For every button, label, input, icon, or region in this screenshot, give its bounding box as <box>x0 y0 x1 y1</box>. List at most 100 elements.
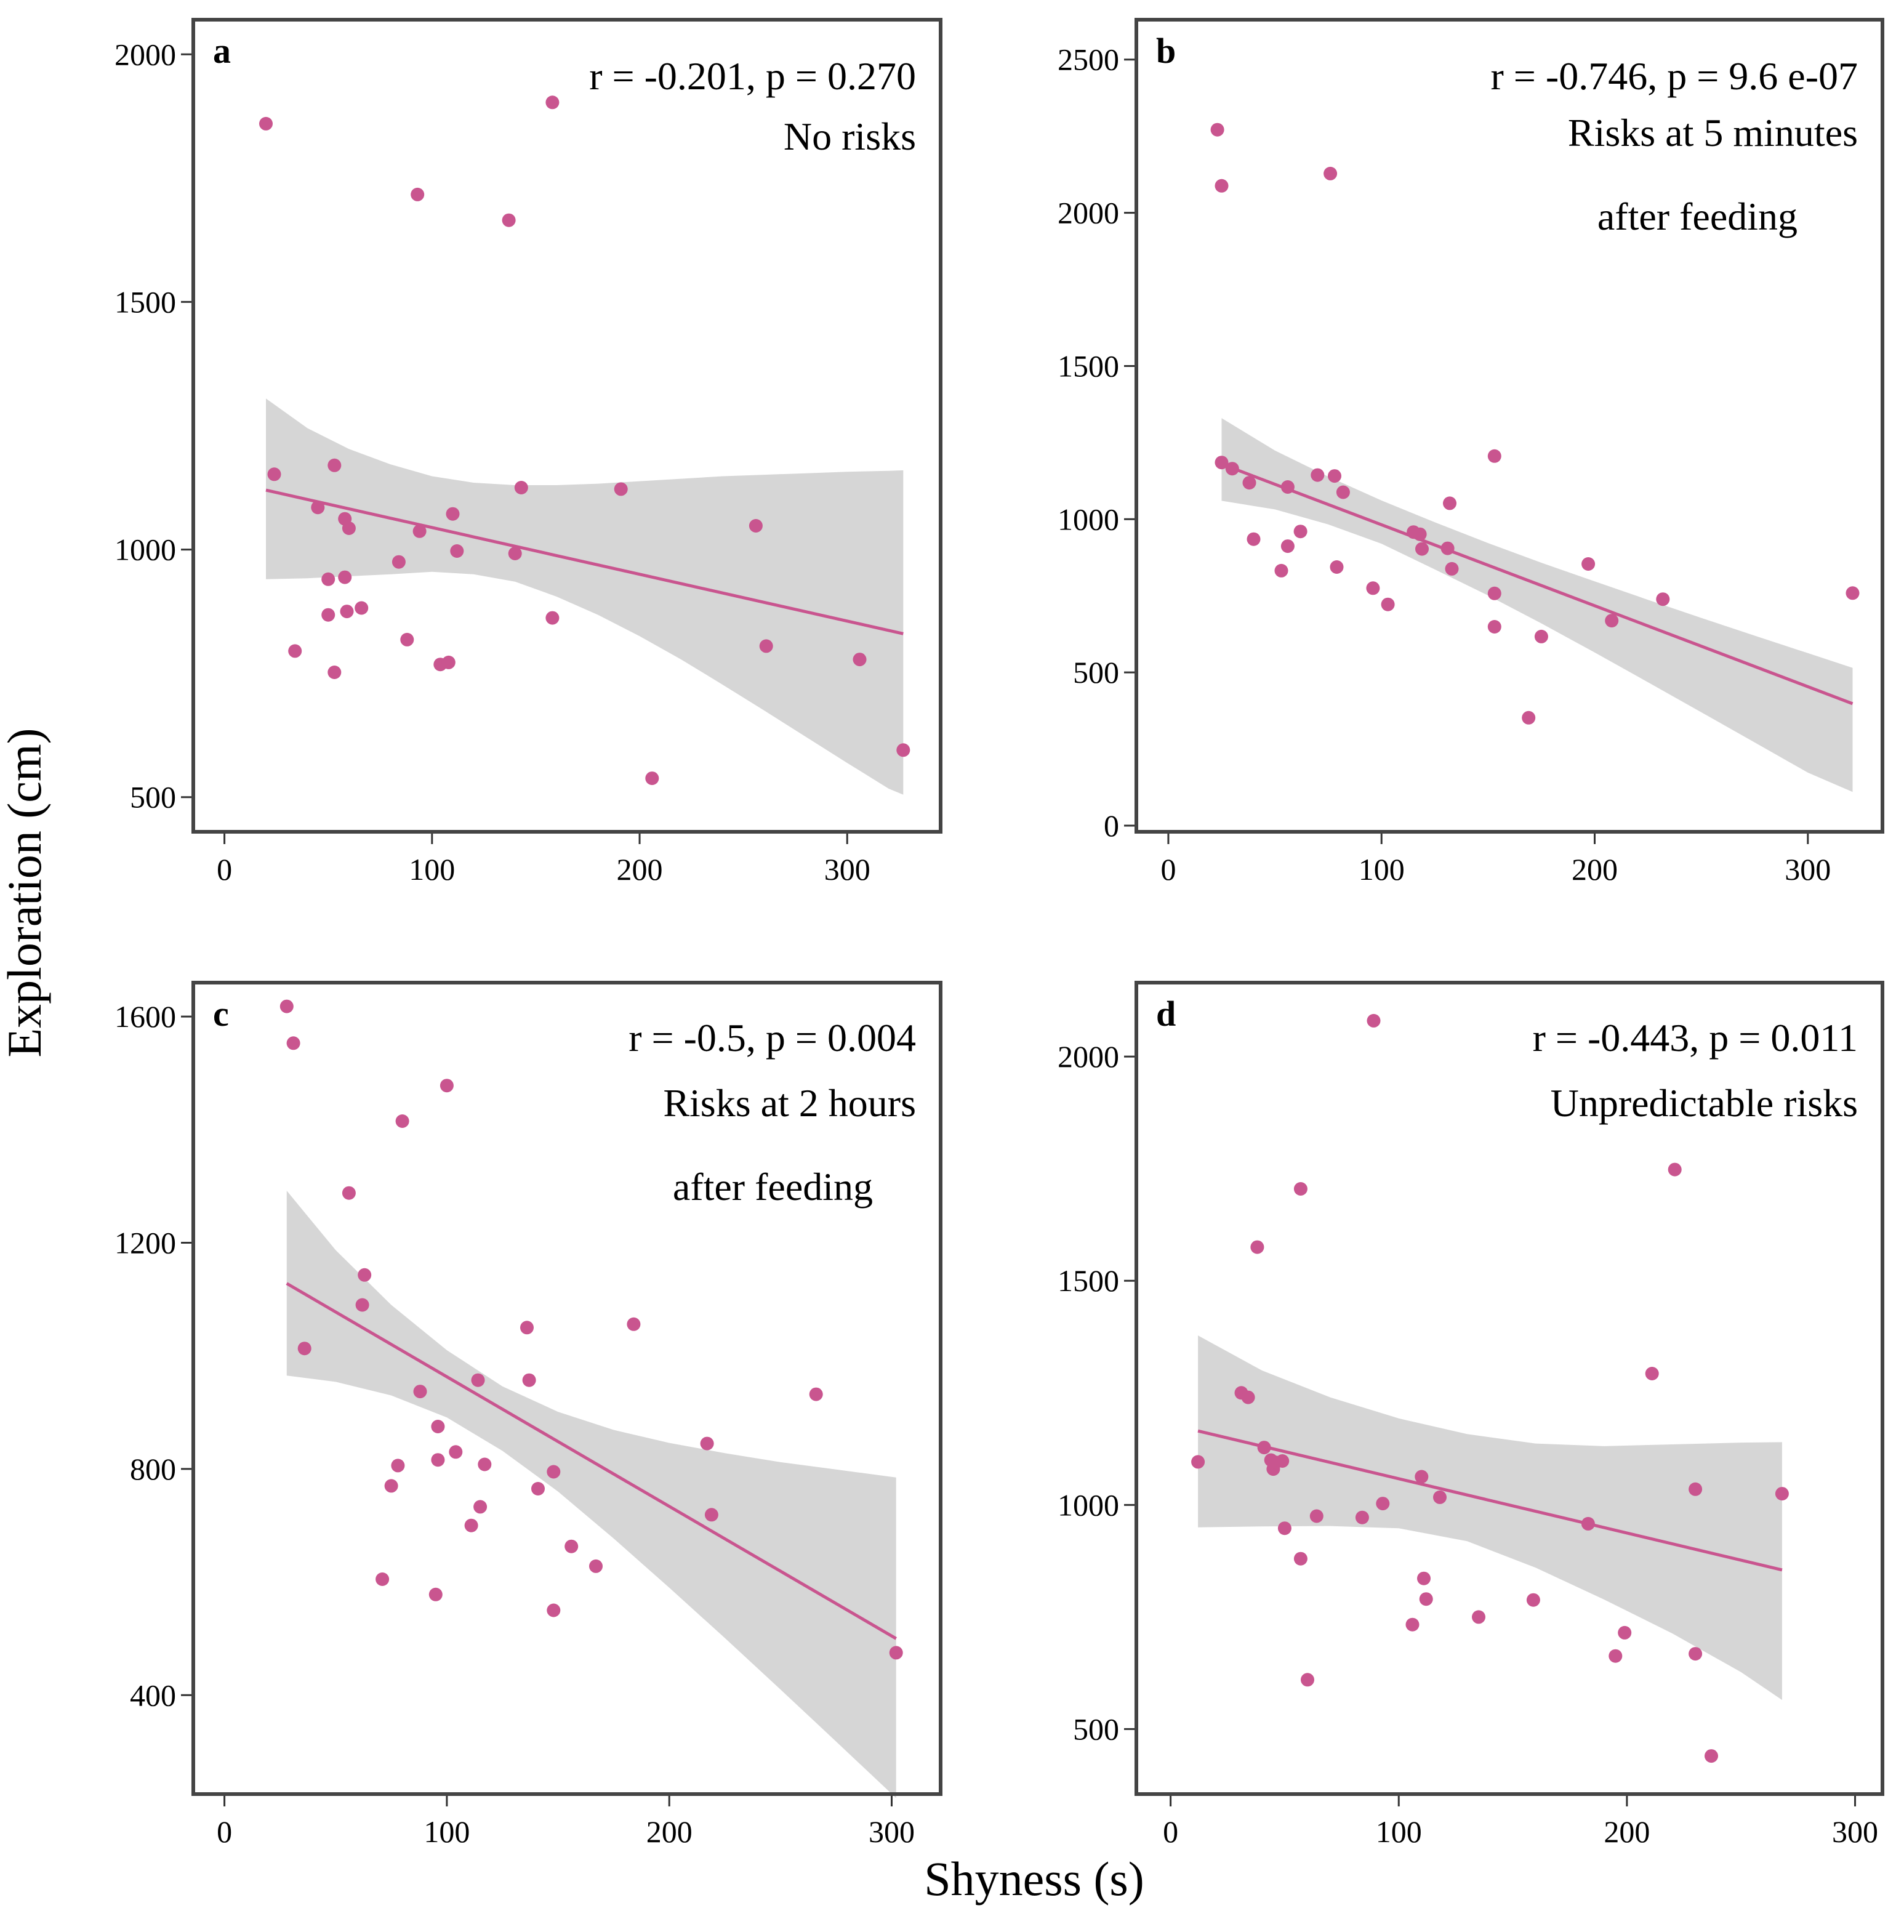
panel-d-x-tick-label-0: 0 <box>1163 1814 1178 1849</box>
panel-d-point-27 <box>1609 1649 1623 1663</box>
panel-c-y-tick-label-1600: 1600 <box>114 999 176 1034</box>
panel-d-y-tick-label-500: 500 <box>1073 1712 1119 1746</box>
panel-a-point-3 <box>288 644 302 658</box>
panel-a-point-16 <box>411 187 425 201</box>
panel-b-point-10 <box>1274 563 1288 578</box>
panel-b-point-14 <box>1330 560 1344 574</box>
panel-b-point-8 <box>1280 480 1295 494</box>
panel-d-point-32 <box>1705 1749 1718 1763</box>
panel-c-regression-line <box>286 1282 897 1640</box>
panel-d-x-tick-label-300: 300 <box>1832 1814 1878 1849</box>
panel-b-point-15 <box>1336 485 1350 499</box>
panel-c-point-23 <box>531 1482 545 1495</box>
panel-c-x-tick-label-100: 100 <box>424 1814 470 1849</box>
panel-a-x-tick-label-200: 200 <box>617 852 663 887</box>
panel-a-x-tick-label-100: 100 <box>409 852 455 887</box>
panel-a-point-28 <box>645 771 659 786</box>
panel-c-point-22 <box>522 1373 536 1387</box>
panel-c-point-18 <box>471 1373 485 1387</box>
panel-a-point-2 <box>267 467 281 481</box>
panel-d-stat-annotation: r = -0.443, p = 0.011 <box>1533 1016 1858 1060</box>
panel-b-point-29 <box>1581 557 1596 571</box>
panel-d-y-tick-label-1000: 1000 <box>1058 1487 1119 1522</box>
panel-a-point-17 <box>412 524 427 538</box>
panel-c-point-14 <box>431 1453 445 1467</box>
panel-b-stat-annotation: r = -0.746, p = 9.6 e-07 <box>1490 54 1858 98</box>
panel-b-point-26 <box>1487 620 1501 634</box>
panel-c-point-25 <box>547 1603 561 1617</box>
panel-b-point-4 <box>1225 462 1239 476</box>
panel-c-y-tick-label-400: 400 <box>130 1678 176 1712</box>
panel-a-point-31 <box>853 653 867 667</box>
panel-c-frame <box>191 981 942 1796</box>
panel-d-x-tick-label-100: 100 <box>1376 1814 1422 1849</box>
panel-b-point-23 <box>1445 561 1459 576</box>
panel-a-confidence-band <box>266 398 904 795</box>
panel-c-point-10 <box>395 1114 409 1128</box>
panel-d-condition-label-1: Unpredictable risks <box>1551 1081 1858 1125</box>
panel-a-point-8 <box>327 458 342 472</box>
panel-a-point-21 <box>450 544 464 558</box>
panel-b-y-tick-label-0: 0 <box>1104 808 1119 843</box>
panel-a-point-22 <box>502 213 516 227</box>
panel-d-point-29 <box>1668 1162 1682 1177</box>
panel-b-point-1 <box>1210 123 1224 137</box>
panel-b-point-28 <box>1522 710 1536 725</box>
panel-c-point-28 <box>627 1317 641 1331</box>
panel-d-y-tick-label-1500: 1500 <box>1058 1263 1119 1298</box>
panel-d-point-20 <box>1417 1571 1431 1585</box>
panel-c-x-tick-label-200: 200 <box>646 1814 693 1849</box>
panel-d: 0 100 200 300 500 1000 1500 2000 d r = -0.443, p … <box>1058 981 1884 1849</box>
panel-a-point-10 <box>338 570 352 584</box>
panel-a-point-7 <box>327 666 342 679</box>
panel-b-point-20 <box>1415 542 1429 556</box>
panel-a-condition-label-1: No risks <box>784 115 916 158</box>
panel-b-x-tick-label-200: 200 <box>1572 852 1618 887</box>
panel-d-point-26 <box>1618 1625 1632 1640</box>
panel-d-point-15 <box>1355 1510 1369 1524</box>
panel-a-letter: a <box>213 31 231 71</box>
panel-d-point-31 <box>1689 1647 1703 1661</box>
panel-c-point-1 <box>279 999 294 1013</box>
panel-b-condition-label-2: after feeding <box>1597 195 1798 238</box>
panel-a-point-15 <box>400 632 414 646</box>
panel-c-point-7 <box>376 1572 390 1586</box>
panel-a-point-30 <box>759 639 773 653</box>
panel-c-point-17 <box>464 1518 478 1532</box>
panel-d-point-3 <box>1241 1390 1255 1404</box>
panel-c-point-29 <box>700 1436 714 1451</box>
panel-c-point-9 <box>391 1459 405 1473</box>
panel-c-point-2 <box>286 1036 300 1050</box>
panel-d-point-21 <box>1419 1592 1433 1606</box>
panel-d-point-25 <box>1581 1516 1595 1531</box>
panel-b-point-32 <box>1846 586 1860 600</box>
panel-d-point-10 <box>1277 1521 1291 1536</box>
panel-b-regression-line <box>1221 462 1854 706</box>
panel-a-point-29 <box>749 519 763 533</box>
panel-a-point-26 <box>545 95 560 110</box>
panel-d-point-17 <box>1376 1497 1390 1511</box>
panel-b-point-22 <box>1443 496 1456 510</box>
panel-d-point-18 <box>1405 1617 1420 1632</box>
panel-d-point-22 <box>1433 1490 1447 1504</box>
panel-d-letter: d <box>1156 994 1176 1034</box>
panel-b-point-12 <box>1324 166 1338 180</box>
panel-c-letter: c <box>213 994 229 1034</box>
panel-c-point-27 <box>589 1559 603 1573</box>
panel-b-x-tick-label-300: 300 <box>1785 852 1831 887</box>
panel-a-regression-line <box>265 488 904 635</box>
panel-a-point-12 <box>342 521 356 535</box>
panel-d-point-28 <box>1645 1367 1659 1380</box>
panel-a-point-11 <box>340 605 354 619</box>
panel-c-point-12 <box>428 1587 443 1601</box>
panel-d-point-12 <box>1293 1552 1307 1566</box>
panel-b-point-2 <box>1215 179 1229 193</box>
panel-c-point-20 <box>478 1457 492 1471</box>
panel-b-y-tick-label-2000: 2000 <box>1058 196 1119 230</box>
panel-b-point-3 <box>1215 456 1229 470</box>
panel-d-y-tick-label-2000: 2000 <box>1058 1039 1119 1074</box>
panel-c-point-30 <box>704 1508 718 1522</box>
panel-a-point-23 <box>508 547 522 560</box>
panel-b-point-6 <box>1247 532 1261 546</box>
panel-c-stat-annotation: r = -0.5, p = 0.004 <box>629 1016 916 1060</box>
